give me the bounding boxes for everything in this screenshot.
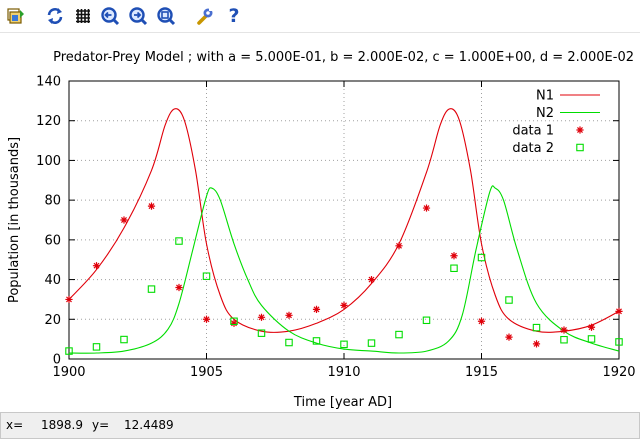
data-point bbox=[230, 319, 238, 327]
data-point bbox=[175, 237, 183, 245]
data-point bbox=[615, 338, 623, 346]
x-coord-label: x= bbox=[6, 418, 24, 432]
data-point bbox=[120, 216, 128, 224]
data-point bbox=[257, 329, 266, 337]
data-point bbox=[147, 285, 156, 293]
data-series bbox=[65, 108, 623, 355]
x-tick-label: 1920 bbox=[602, 365, 635, 380]
legend-marker bbox=[576, 126, 584, 134]
data-point bbox=[202, 315, 211, 323]
data-point bbox=[450, 264, 458, 273]
autoscale-icon[interactable] bbox=[155, 5, 177, 27]
chart-title: Predator-Prey Model ; with a = 5.000E-01… bbox=[53, 50, 634, 65]
x-tick-label: 1915 bbox=[465, 365, 498, 380]
data-point bbox=[120, 335, 128, 344]
legend: N1 N2 data 1 data 2 bbox=[512, 89, 600, 156]
x-axis-label: Time [year AD] bbox=[293, 395, 392, 410]
help-label: ? bbox=[228, 5, 240, 27]
data-point bbox=[65, 295, 73, 304]
data-point bbox=[285, 311, 293, 319]
next-zoom-icon[interactable] bbox=[127, 5, 149, 27]
data-point bbox=[395, 242, 403, 250]
x-coord-value: 1898.9 bbox=[41, 418, 83, 432]
data-point bbox=[477, 253, 486, 262]
series-n2 bbox=[68, 185, 620, 354]
previous-zoom-icon[interactable] bbox=[99, 5, 121, 27]
help-icon[interactable]: ? bbox=[223, 5, 245, 27]
data-point bbox=[312, 305, 321, 313]
x-tick-label: 1910 bbox=[327, 365, 360, 380]
x-tick-label: 1900 bbox=[52, 365, 85, 380]
data-point bbox=[395, 330, 403, 339]
predator-prey-chart: Predator-Prey Model ; with a = 5.000E-01… bbox=[7, 50, 636, 410]
status-bar: x= 1898.9 y= 12.4489 bbox=[0, 412, 640, 439]
y-coord-label: y= bbox=[92, 418, 110, 432]
settings-icon[interactable] bbox=[194, 5, 216, 27]
y-tick-label: 120 bbox=[36, 114, 61, 129]
data-point bbox=[312, 337, 321, 345]
data-point bbox=[532, 340, 541, 348]
data-point bbox=[477, 317, 486, 325]
data-point bbox=[450, 252, 458, 260]
data-point bbox=[422, 316, 431, 325]
y-tick-label: 20 bbox=[44, 313, 61, 328]
line-n2 bbox=[68, 185, 620, 354]
legend-label: data 2 bbox=[512, 141, 554, 156]
series-data-2 bbox=[65, 237, 623, 355]
line-n1 bbox=[68, 108, 620, 333]
y-tick-label: 100 bbox=[36, 154, 61, 169]
data-point bbox=[615, 307, 623, 315]
data-point bbox=[367, 275, 376, 284]
data-point bbox=[65, 347, 73, 355]
data-point bbox=[147, 202, 156, 210]
data-point bbox=[175, 283, 183, 292]
grid-icon[interactable] bbox=[72, 5, 94, 27]
replot-icon[interactable] bbox=[44, 5, 66, 27]
data-point bbox=[532, 323, 541, 332]
series-n1 bbox=[68, 108, 620, 333]
export-icon[interactable] bbox=[5, 5, 27, 27]
plot-area[interactable]: Predator-Prey Model ; with a = 5.000E-01… bbox=[0, 33, 640, 411]
toolbar: ? bbox=[0, 0, 640, 33]
data-point bbox=[587, 323, 596, 331]
legend-label: N2 bbox=[536, 106, 554, 121]
data-point bbox=[230, 317, 238, 326]
data-point bbox=[422, 204, 431, 212]
legend-label: N1 bbox=[536, 89, 554, 104]
legend-marker bbox=[576, 143, 584, 152]
data-point bbox=[202, 272, 211, 280]
y-tick-label: 140 bbox=[36, 75, 61, 90]
data-point bbox=[285, 338, 293, 347]
data-point bbox=[505, 296, 513, 304]
data-point bbox=[587, 335, 596, 343]
y-axis-label: Population [in thousands] bbox=[7, 137, 22, 303]
y-tick-label: 0 bbox=[53, 353, 61, 368]
data-point bbox=[560, 326, 568, 334]
tick-labels: 1900 1905 1910 1915 1920 0 20 40 60 80 100 120 140 bbox=[36, 75, 635, 381]
x-tick-label: 1905 bbox=[190, 365, 223, 380]
data-point bbox=[340, 301, 348, 309]
data-point bbox=[257, 313, 266, 321]
series-data-1 bbox=[65, 202, 623, 348]
data-point bbox=[340, 340, 348, 349]
y-coord-value: 12.4489 bbox=[124, 418, 174, 432]
y-tick-label: 60 bbox=[44, 233, 61, 248]
data-point bbox=[505, 333, 513, 341]
y-tick-label: 40 bbox=[44, 273, 61, 288]
data-point bbox=[92, 343, 101, 351]
data-point bbox=[367, 339, 376, 347]
data-point bbox=[92, 262, 101, 270]
data-point bbox=[560, 335, 568, 344]
y-tick-label: 80 bbox=[44, 194, 61, 209]
legend-label: data 1 bbox=[512, 124, 554, 139]
